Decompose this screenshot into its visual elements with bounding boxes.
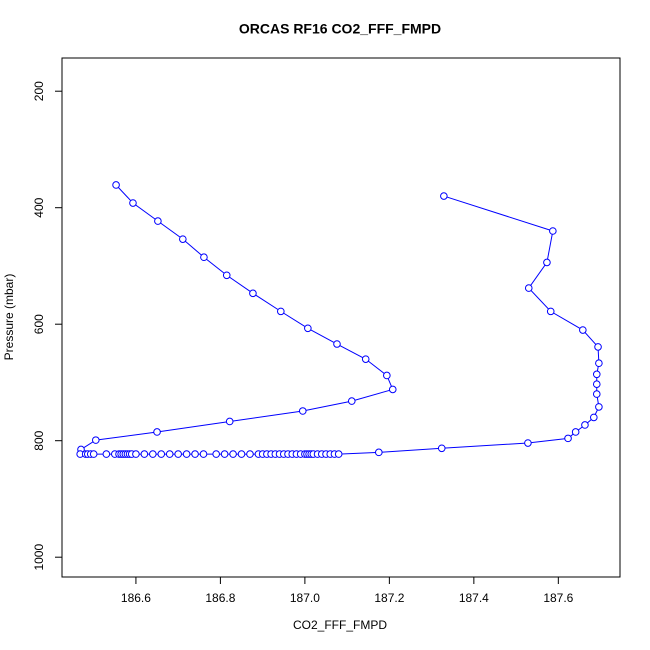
data-point bbox=[179, 235, 187, 243]
data-point bbox=[524, 439, 532, 447]
y-tick-label: 1000 bbox=[32, 544, 46, 571]
data-point bbox=[564, 434, 572, 443]
data-point bbox=[592, 390, 601, 398]
y-tick-label: 200 bbox=[32, 81, 46, 101]
data-point bbox=[174, 450, 182, 458]
data-point bbox=[298, 407, 307, 415]
data-point bbox=[333, 340, 341, 348]
chart-title: ORCAS RF16 CO2_FFF_FMPD bbox=[239, 21, 441, 37]
y-tick-label: 400 bbox=[32, 197, 46, 217]
data-point bbox=[549, 227, 557, 235]
data-point bbox=[361, 355, 370, 363]
data-point bbox=[222, 271, 231, 280]
data-point bbox=[246, 450, 254, 458]
x-tick-label: 186.6 bbox=[121, 591, 151, 605]
data-point bbox=[200, 253, 208, 262]
y-tick-label: 800 bbox=[32, 430, 46, 450]
data-point bbox=[440, 192, 448, 200]
data-point bbox=[592, 370, 601, 379]
data-point bbox=[347, 397, 356, 405]
data-point bbox=[229, 450, 237, 458]
x-tick-label: 187.4 bbox=[459, 591, 489, 605]
y-axis-label: Pressure (mbar) bbox=[2, 274, 16, 361]
x-tick-label: 186.8 bbox=[205, 591, 235, 605]
data-point bbox=[199, 450, 208, 458]
x-axis-label: CO2_FFF_FMPD bbox=[293, 618, 387, 632]
data-point bbox=[592, 380, 601, 388]
data-point bbox=[334, 450, 343, 458]
data-point bbox=[212, 450, 220, 458]
data-line bbox=[79, 184, 600, 455]
y-tick-label: 600 bbox=[32, 314, 46, 334]
data-point bbox=[165, 450, 174, 458]
data-point bbox=[191, 450, 199, 458]
data-point bbox=[102, 450, 111, 458]
data-point bbox=[91, 436, 100, 444]
data-point bbox=[153, 428, 161, 436]
data-point bbox=[524, 284, 533, 292]
data-point bbox=[546, 307, 555, 316]
data-point bbox=[237, 450, 246, 458]
data-point bbox=[140, 450, 149, 458]
data-point bbox=[112, 181, 120, 189]
data-point bbox=[89, 450, 98, 458]
data-point bbox=[594, 343, 602, 351]
data-point bbox=[581, 421, 589, 429]
data-point bbox=[182, 450, 191, 458]
data-point bbox=[595, 359, 603, 368]
data-point bbox=[277, 307, 285, 316]
data-point bbox=[388, 385, 397, 394]
data-point bbox=[129, 199, 137, 207]
data-point bbox=[149, 450, 157, 458]
x-tick-label: 187.2 bbox=[374, 591, 404, 605]
data-point bbox=[375, 448, 383, 457]
data-point bbox=[579, 326, 587, 334]
data-point bbox=[154, 217, 162, 225]
data-point bbox=[220, 450, 229, 458]
data-point bbox=[543, 258, 551, 267]
data-point bbox=[304, 324, 312, 333]
data-point bbox=[249, 289, 257, 298]
data-point bbox=[225, 417, 234, 426]
x-tick-label: 187.0 bbox=[290, 591, 320, 605]
plot-frame bbox=[61, 57, 621, 578]
data-point bbox=[437, 444, 446, 453]
data-point bbox=[595, 403, 603, 411]
data-point bbox=[157, 450, 166, 458]
data-point bbox=[132, 450, 140, 458]
data-point bbox=[383, 371, 391, 380]
data-point bbox=[590, 413, 598, 422]
x-tick-label: 187.6 bbox=[543, 591, 573, 605]
data-point bbox=[571, 428, 580, 436]
